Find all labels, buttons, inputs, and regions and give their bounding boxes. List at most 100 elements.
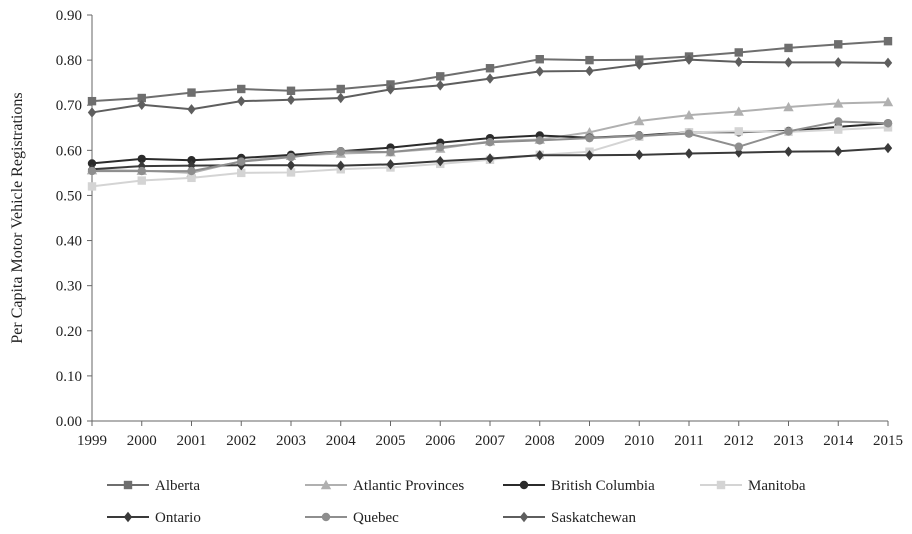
legend-label: Quebec bbox=[353, 510, 399, 526]
data-point-quebec bbox=[237, 157, 246, 166]
legend-item-british-columbia: British Columbia bbox=[503, 478, 655, 494]
legend-item-ontario: Ontario bbox=[107, 510, 201, 526]
x-tick-label: 2000 bbox=[127, 433, 157, 449]
data-point-alberta bbox=[87, 96, 97, 106]
data-point-manitoba bbox=[286, 168, 296, 177]
data-point-saskatchewan bbox=[237, 95, 246, 107]
legend-item-manitoba: Manitoba bbox=[700, 478, 806, 494]
x-tick-label: 2006 bbox=[425, 433, 456, 449]
x-tick-label: 2010 bbox=[624, 433, 654, 449]
data-point-ontario bbox=[485, 153, 495, 164]
data-point-quebec bbox=[883, 119, 893, 128]
data-point-alberta bbox=[237, 84, 246, 94]
y-tick-label: 0.30 bbox=[56, 279, 82, 295]
data-point-ontario bbox=[834, 146, 843, 157]
data-point-saskatchewan bbox=[585, 65, 594, 77]
data-point-quebec bbox=[585, 133, 594, 143]
legend-swatch-marker bbox=[123, 511, 133, 523]
data-point-alberta bbox=[485, 64, 495, 73]
x-tick-label: 1999 bbox=[77, 433, 107, 449]
y-tick-label: 0.70 bbox=[56, 98, 82, 114]
data-point-ontario bbox=[137, 160, 146, 172]
data-point-quebec bbox=[485, 138, 495, 147]
y-tick-label: 0.50 bbox=[56, 188, 82, 204]
data-point-ontario bbox=[635, 149, 644, 161]
y-tick-label: 0.40 bbox=[56, 234, 82, 250]
x-tick-label: 2012 bbox=[724, 433, 754, 449]
x-tick-label: 2007 bbox=[475, 433, 506, 449]
y-tick-label: 0.10 bbox=[56, 369, 82, 385]
data-point-atlantic-provinces bbox=[683, 109, 695, 120]
y-tick-label: 0.80 bbox=[56, 53, 82, 69]
data-point-ontario bbox=[436, 155, 445, 167]
x-tick-label: 2001 bbox=[177, 433, 207, 449]
data-point-manitoba bbox=[87, 182, 97, 191]
data-point-saskatchewan bbox=[535, 66, 544, 77]
data-point-atlantic-provinces bbox=[634, 115, 645, 126]
data-point-atlantic-provinces bbox=[733, 106, 744, 116]
legend-swatch-marker bbox=[123, 480, 133, 490]
data-point-ontario bbox=[585, 150, 594, 161]
data-point-quebec bbox=[734, 142, 743, 151]
data-point-quebec bbox=[635, 131, 644, 141]
legend-swatch-marker bbox=[321, 512, 331, 522]
data-point-ontario bbox=[784, 146, 793, 157]
data-point-atlantic-provinces bbox=[584, 127, 595, 137]
x-tick-label: 2014 bbox=[823, 433, 854, 449]
legend-swatch-marker bbox=[519, 480, 529, 490]
y-axis-title: Per Capita Motor Vehicle Registrations bbox=[9, 92, 26, 343]
data-point-alberta bbox=[734, 48, 743, 57]
data-point-saskatchewan bbox=[485, 73, 495, 84]
legend-label: Manitoba bbox=[748, 478, 806, 494]
legend-label: Alberta bbox=[155, 478, 200, 494]
data-point-alberta bbox=[883, 36, 893, 46]
data-point-alberta bbox=[436, 72, 445, 81]
series-quebec bbox=[87, 117, 893, 176]
x-tick-label: 2013 bbox=[774, 433, 804, 449]
data-point-alberta bbox=[834, 40, 843, 49]
data-point-saskatchewan bbox=[883, 57, 893, 69]
y-tick-label: 0.00 bbox=[56, 414, 82, 430]
legend-label: Saskatchewan bbox=[551, 510, 636, 526]
data-point-saskatchewan bbox=[734, 56, 743, 68]
y-tick-label: 0.60 bbox=[56, 143, 82, 159]
y-tick-label: 0.20 bbox=[56, 324, 82, 340]
data-point-british-columbia bbox=[137, 154, 146, 164]
data-point-quebec bbox=[336, 147, 345, 156]
legend-swatch-marker bbox=[320, 479, 332, 490]
data-point-manitoba bbox=[834, 125, 843, 134]
x-tick-label: 2002 bbox=[226, 433, 256, 449]
x-tick-label: 2008 bbox=[525, 433, 555, 449]
data-point-ontario bbox=[535, 150, 544, 161]
data-point-quebec bbox=[834, 117, 843, 126]
data-point-alberta bbox=[137, 93, 146, 103]
series-saskatchewan bbox=[87, 54, 893, 118]
legend-item-alberta: Alberta bbox=[107, 478, 200, 494]
data-point-ontario bbox=[187, 160, 196, 171]
data-point-ontario bbox=[286, 160, 296, 171]
data-point-alberta bbox=[286, 86, 296, 95]
data-point-saskatchewan bbox=[834, 57, 843, 68]
data-point-ontario bbox=[336, 160, 345, 171]
x-tick-label: 2004 bbox=[326, 433, 357, 449]
data-point-alberta bbox=[784, 43, 793, 53]
data-point-atlantic-provinces bbox=[833, 98, 844, 108]
data-point-british-columbia bbox=[87, 159, 97, 168]
data-point-ontario bbox=[883, 142, 893, 154]
data-point-manitoba bbox=[137, 176, 146, 185]
data-point-manitoba bbox=[187, 173, 196, 183]
data-point-saskatchewan bbox=[784, 57, 793, 68]
data-point-alberta bbox=[585, 55, 594, 65]
data-point-saskatchewan bbox=[137, 99, 146, 110]
data-point-alberta bbox=[535, 55, 544, 64]
data-point-saskatchewan bbox=[187, 104, 196, 115]
data-point-saskatchewan bbox=[286, 94, 296, 106]
legend-item-quebec: Quebec bbox=[305, 510, 399, 526]
data-point-saskatchewan bbox=[436, 80, 445, 91]
data-point-atlantic-provinces bbox=[882, 96, 894, 107]
data-point-saskatchewan bbox=[635, 59, 644, 70]
plot-area: 0.00 0.10 0.20 0.30 0.40 0.50 0.60 0.70 0.80 0.90… bbox=[56, 8, 903, 449]
x-tick-label: 2005 bbox=[376, 433, 406, 449]
